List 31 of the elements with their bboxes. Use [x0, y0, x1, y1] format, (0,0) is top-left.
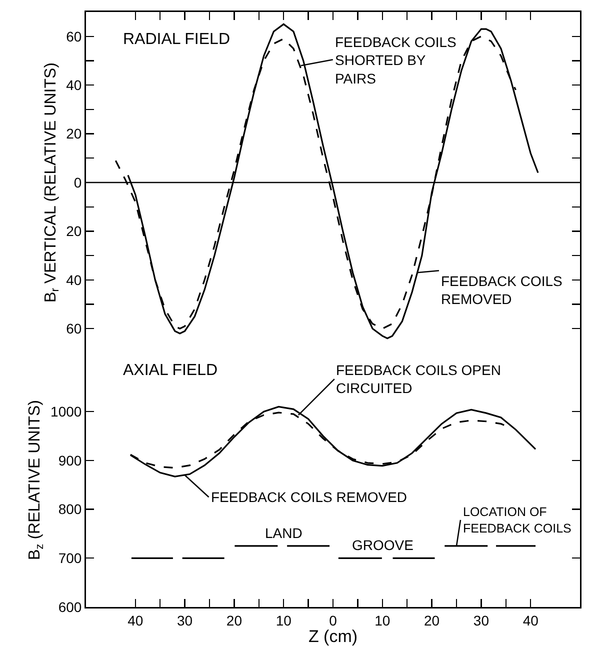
x-axis-title: Z (cm): [308, 627, 358, 646]
y-tick-label: 40: [66, 272, 82, 288]
y-tick-label: 60: [66, 320, 82, 337]
y-tick-label: 20: [66, 126, 82, 142]
y-tick-label: 0: [74, 174, 82, 190]
annotation: FEEDBACK COILS REMOVED: [441, 273, 562, 308]
y-tick-label: 800: [58, 501, 82, 518]
x-tick-label: 20: [226, 612, 242, 628]
annotation: RADIAL FIELD: [123, 31, 230, 48]
annotation: FEEDBACK COILS SHORTED BY PAIRS: [335, 34, 456, 86]
y-tick-label: 700: [58, 550, 82, 566]
annotation: LOCATION OF FEEDBACK COILS: [463, 505, 572, 536]
x-tick-label: 40: [522, 612, 539, 628]
x-tick-label: 30: [177, 612, 193, 628]
x-tick-label: 30: [473, 612, 490, 628]
x-tick-label: 20: [424, 612, 440, 628]
y-tick-label: 20: [66, 223, 82, 240]
x-tick-label: 10: [374, 612, 390, 628]
y-tick-label: 900: [58, 452, 82, 468]
y-tick-label: 600: [58, 598, 82, 615]
x-tick-label: 0: [329, 612, 338, 628]
annotation: GROOVE: [352, 537, 414, 553]
annotation: AXIAL FIELD: [123, 362, 218, 379]
x-tick-label: 10: [276, 612, 292, 628]
annotation: LAND: [265, 525, 302, 541]
y-tick-label: 60: [66, 28, 82, 44]
x-tick-label: 40: [128, 612, 144, 628]
annotation: FEEDBACK COILS OPEN CIRCUITED: [336, 362, 501, 396]
y-tick-label: 40: [66, 76, 82, 93]
annotation: FEEDBACK COILS REMOVED: [211, 489, 408, 505]
y-tick-label: 1000: [50, 404, 82, 420]
